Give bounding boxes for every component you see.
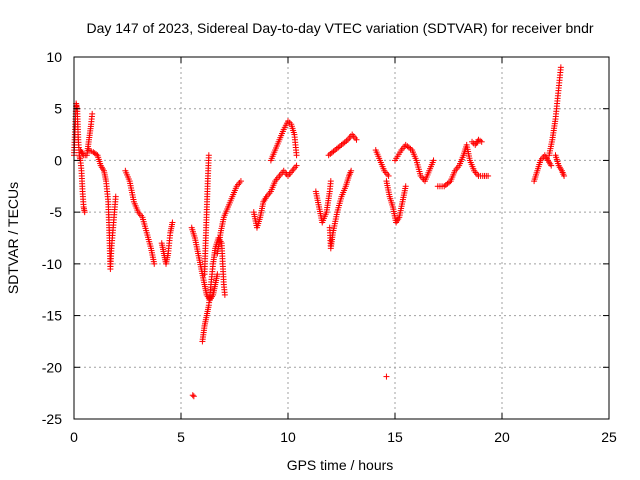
- data-point: [214, 271, 221, 278]
- data-point: [151, 260, 158, 267]
- data-point: [348, 167, 355, 174]
- data-point: [557, 64, 564, 71]
- data-point: [478, 138, 485, 145]
- data-point: [293, 162, 300, 169]
- data-point: [190, 393, 197, 400]
- data-point: [327, 178, 334, 185]
- y-tick-label: 0: [54, 152, 62, 168]
- grid: [74, 57, 609, 419]
- chart-title: Day 147 of 2023, Sidereal Day-to-day VTE…: [86, 20, 593, 36]
- x-tick-label: 0: [70, 429, 78, 445]
- data-point: [430, 157, 437, 164]
- y-tick-label: -15: [42, 308, 62, 324]
- x-tick-label: 10: [280, 429, 296, 445]
- y-tick-label: -25: [42, 411, 62, 427]
- data-point: [548, 162, 555, 169]
- y-axis-label: SDTVAR / TECUs: [5, 182, 21, 294]
- data-point: [205, 152, 212, 159]
- data-point: [293, 152, 300, 159]
- data-point: [112, 193, 119, 200]
- data-point: [89, 110, 96, 117]
- x-tick-label: 25: [601, 429, 617, 445]
- y-tick-label: -5: [50, 204, 63, 220]
- data-points: [71, 64, 568, 400]
- data-point: [353, 136, 360, 143]
- data-point: [81, 209, 88, 216]
- x-tick-label: 15: [387, 429, 403, 445]
- x-tick-label: 20: [494, 429, 510, 445]
- y-tick-label: 10: [46, 49, 62, 65]
- data-point: [402, 183, 409, 190]
- data-point: [93, 151, 100, 158]
- data-point: [383, 373, 390, 380]
- data-point: [385, 172, 392, 179]
- y-tick-label: -20: [42, 359, 62, 375]
- data-point: [169, 219, 176, 226]
- data-point: [485, 172, 492, 179]
- y-tick-label: -10: [42, 256, 62, 272]
- x-tick-label: 5: [177, 429, 185, 445]
- data-point: [221, 291, 228, 298]
- x-axis-label: GPS time / hours: [287, 457, 394, 473]
- plot-frame: [73, 56, 610, 420]
- y-tick-label: 5: [54, 101, 62, 117]
- data-point: [189, 392, 196, 399]
- data-point: [561, 172, 568, 179]
- axis-ticks: 0 5 10 15 20 25 10 5 0 -5 -10 -15 -20 -25: [42, 49, 617, 445]
- data-point: [237, 178, 244, 185]
